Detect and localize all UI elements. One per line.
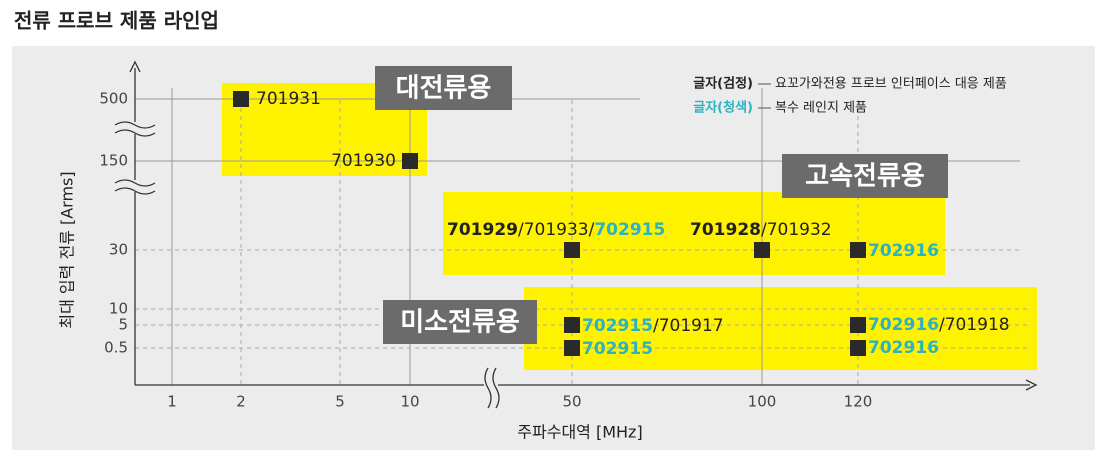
- y-tick-label: 0.5: [104, 339, 128, 357]
- product-marker: [850, 317, 866, 333]
- legend-key: 글자(청색): [693, 100, 753, 116]
- product-label: 701928/701932: [690, 220, 832, 240]
- product-label: 701931: [256, 89, 321, 109]
- label-part: /701918: [939, 315, 1010, 335]
- axes: [114, 60, 1038, 409]
- product-marker: [564, 340, 580, 356]
- label-part: 701931: [256, 89, 321, 109]
- label-part: 701929: [447, 220, 518, 240]
- label-part: 701930: [331, 151, 396, 171]
- label-part: 702915: [594, 220, 665, 240]
- label-part: 702915: [582, 339, 653, 359]
- region: [443, 192, 945, 275]
- x-tick-label: 100: [748, 393, 777, 411]
- region: [524, 287, 1037, 370]
- x-tick-label: 50: [562, 393, 581, 411]
- legend-key: 글자(검정): [693, 76, 753, 92]
- x-break: [484, 367, 500, 409]
- label-part: /701917: [653, 316, 724, 336]
- group-badge: [375, 66, 512, 110]
- product-label: 702916/701918: [868, 315, 1010, 335]
- group-label: 미소전류용: [400, 308, 520, 338]
- break-bg: [484, 372, 498, 402]
- product-label: 701929/701933/702915: [447, 220, 665, 240]
- y-break: [114, 121, 156, 137]
- product-marker: [850, 340, 866, 356]
- group-badge: [782, 154, 948, 198]
- y-tick-label: 10: [109, 300, 128, 318]
- x-tick-label: 5: [335, 393, 345, 411]
- x-tick-label: 10: [400, 393, 419, 411]
- product-marker: [233, 91, 249, 107]
- y-axis-label: 최대 입력 전류 [Arms]: [58, 171, 77, 328]
- product-label: 702916: [868, 241, 939, 261]
- y-arrow: [129, 60, 141, 73]
- label-part: /701933/: [518, 220, 595, 240]
- x-tick-label: 1: [167, 393, 177, 411]
- group-badge: [383, 300, 537, 344]
- product-label: 701930: [331, 151, 396, 171]
- y-break: [114, 179, 156, 195]
- break-bg: [115, 180, 160, 192]
- x-tick-label: 120: [844, 393, 873, 411]
- y-tick-label: 5: [118, 316, 128, 334]
- label-part: 702915: [582, 316, 653, 336]
- x-arrow: [1025, 379, 1038, 391]
- product-label: 702915: [582, 339, 653, 359]
- group-label: 대전류용: [396, 74, 492, 104]
- label-part: 702916: [868, 338, 939, 358]
- label-part: /701932: [761, 220, 832, 240]
- y-tick-label: 150: [99, 152, 128, 170]
- product-marker: [564, 242, 580, 258]
- page-title: 전류 프로브 제품 라인업: [14, 9, 219, 33]
- product-label: 702916: [868, 338, 939, 358]
- y-tick-label: 500: [99, 90, 128, 108]
- break-bg: [115, 122, 160, 134]
- product-marker: [564, 317, 580, 333]
- group-label: 고속전류용: [805, 162, 925, 192]
- product-marker: [754, 242, 770, 258]
- product-marker: [850, 242, 866, 258]
- label-part: 702916: [868, 241, 939, 261]
- product-label: 702915/701917: [582, 316, 724, 336]
- y-tick-label: 30: [109, 241, 128, 259]
- legend-text: 요꼬가와전용 프로브 인터페이스 대응 제품: [775, 77, 1007, 92]
- legend-text: 복수 레인지 제품: [775, 101, 867, 116]
- x-axis-label: 주파수대역 [MHz]: [517, 423, 642, 442]
- product-marker: [402, 153, 418, 169]
- label-part: 702916: [868, 315, 939, 335]
- label-part: 701928: [690, 220, 761, 240]
- x-tick-label: 2: [236, 393, 246, 411]
